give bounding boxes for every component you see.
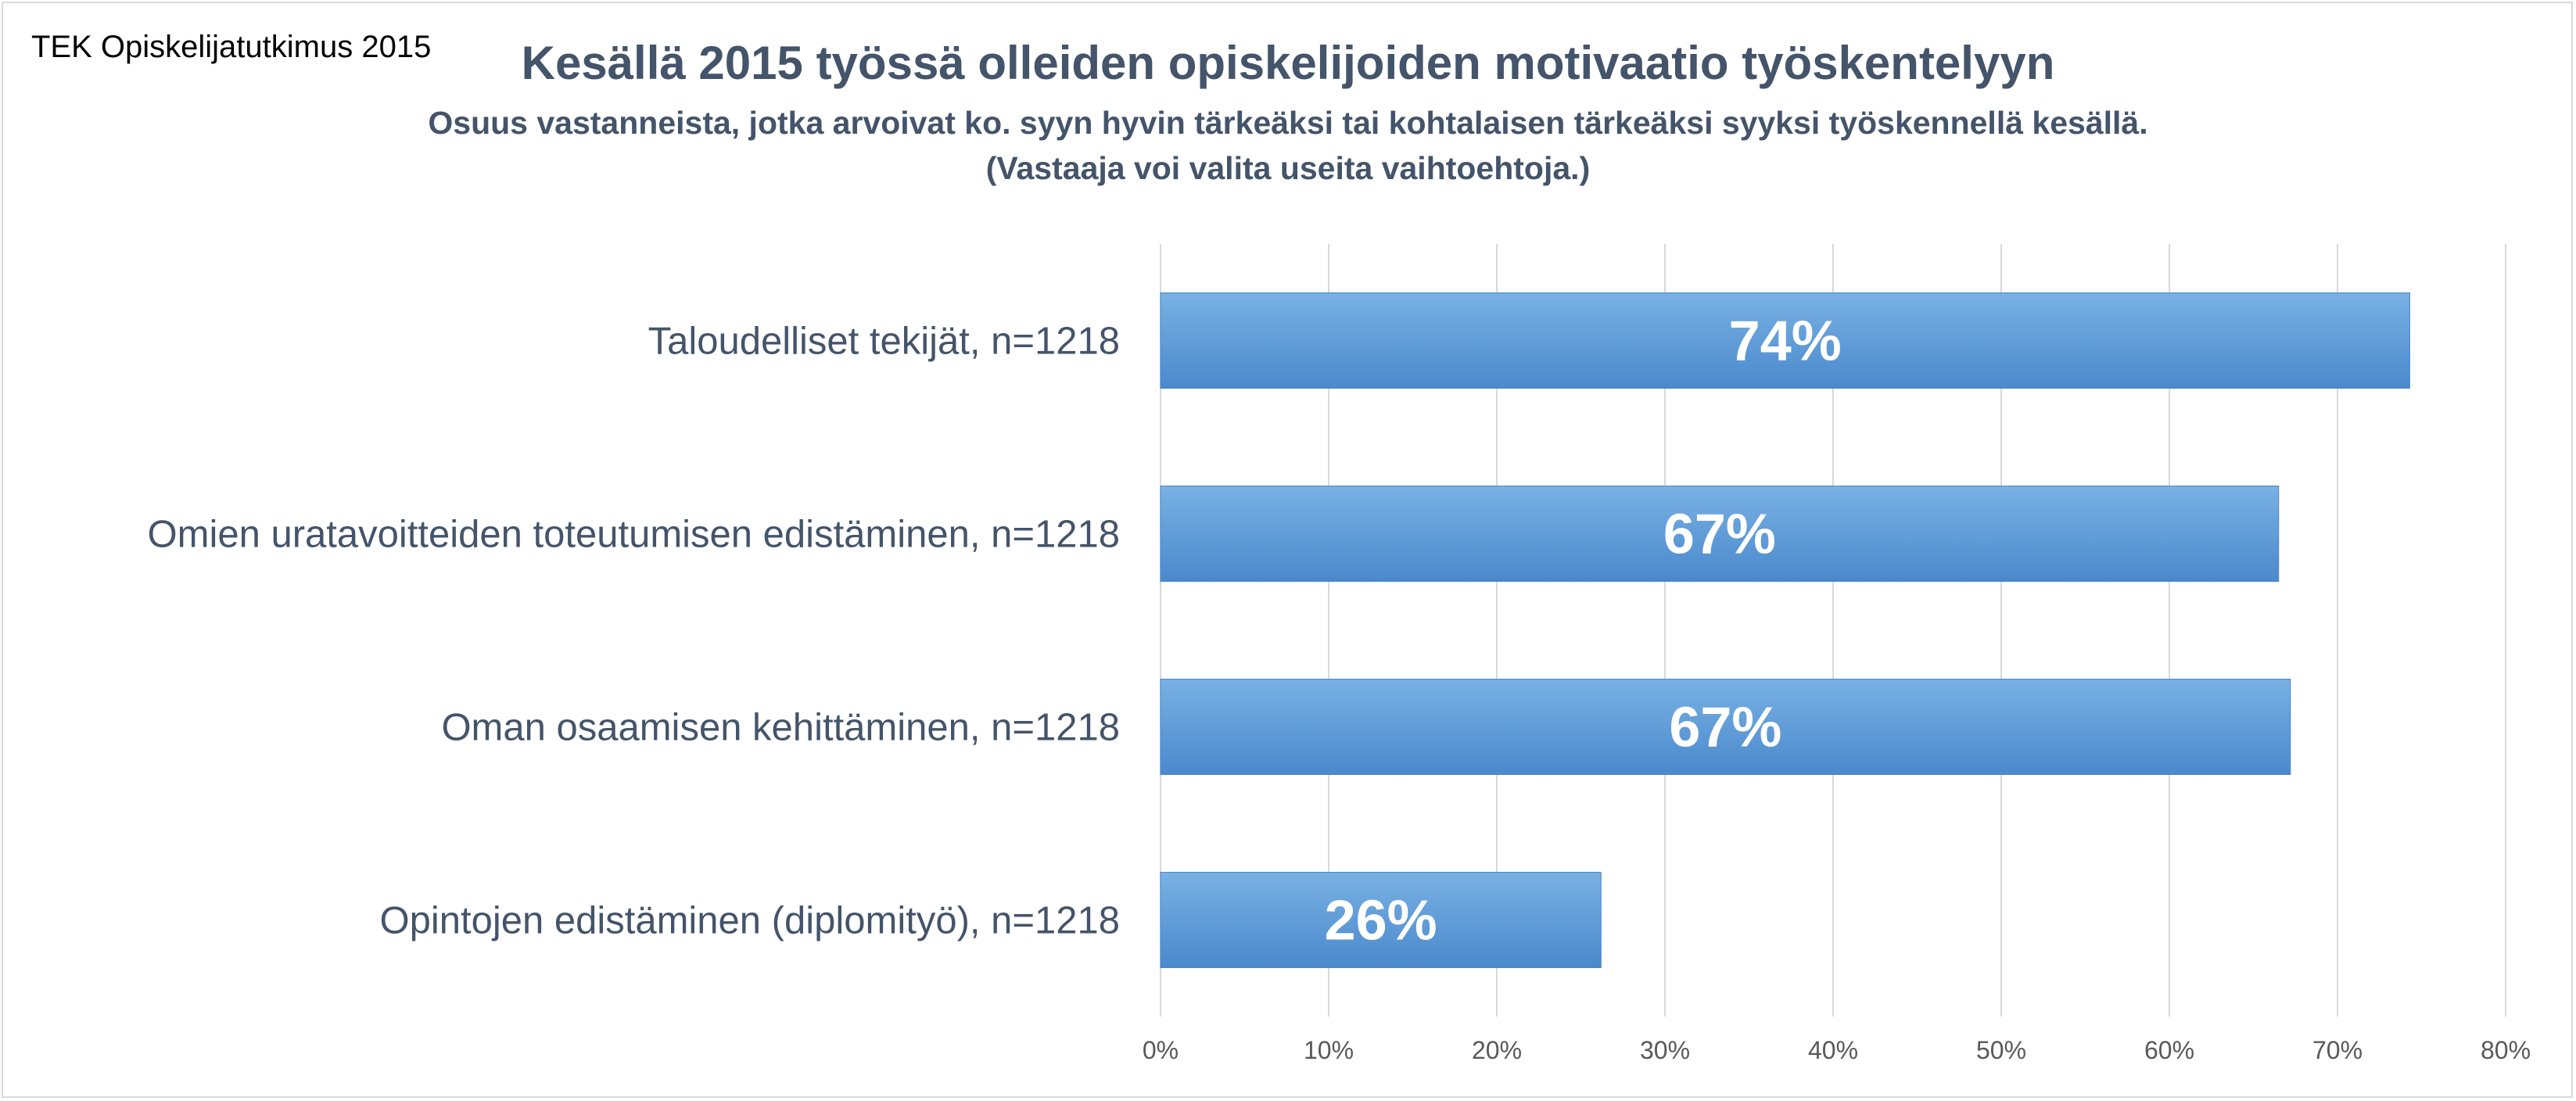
category-label: Oman osaamisen kehittäminen, n=1218 <box>441 707 1120 749</box>
x-tick-label: 80% <box>2481 1036 2531 1064</box>
data-label: 67% <box>1663 504 1776 566</box>
x-tick-label: 20% <box>1472 1036 1522 1064</box>
x-axis-ticks: 0% 10% 20% 30% 40% 50% 60% 70% 80% <box>1143 1036 2531 1064</box>
category-label: Opintojen edistäminen (diplomityö), n=12… <box>379 900 1120 942</box>
data-label: 67% <box>1669 697 1781 759</box>
category-labels: Taloudelliset tekijät, n=1218 Omien urata… <box>148 321 1120 942</box>
x-tick-label: 30% <box>1640 1036 1690 1064</box>
x-tick-label: 10% <box>1304 1036 1354 1064</box>
x-tick-label: 70% <box>2312 1036 2363 1064</box>
data-label: 26% <box>1325 890 1437 952</box>
x-tick-label: 0% <box>1143 1036 1179 1064</box>
category-label: Taloudelliset tekijät, n=1218 <box>648 321 1120 363</box>
bar <box>1160 292 2410 389</box>
bar <box>1160 872 1602 968</box>
x-tick-label: 40% <box>1808 1036 1858 1064</box>
bars: 74% 67% 67% 26% <box>1160 292 2410 968</box>
data-label: 74% <box>1729 310 1842 373</box>
chart-title: Kesällä 2015 työssä olleiden opiskelijoi… <box>521 37 2055 89</box>
x-tick-label: 60% <box>2144 1036 2194 1064</box>
x-tick-label: 50% <box>1976 1036 2026 1064</box>
category-label: Omien uratavoitteiden toteutumisen edist… <box>148 514 1120 556</box>
source-label: TEK Opiskelijatutkimus 2015 <box>31 30 432 64</box>
bar <box>1160 679 2291 775</box>
chart-subtitle-note: (Vastaaja voi valita useita vaihtoehtoja… <box>985 150 1591 186</box>
chart-subtitle: Osuus vastanneista, jotka arvoivat ko. s… <box>428 105 2148 141</box>
bar <box>1160 486 2280 582</box>
